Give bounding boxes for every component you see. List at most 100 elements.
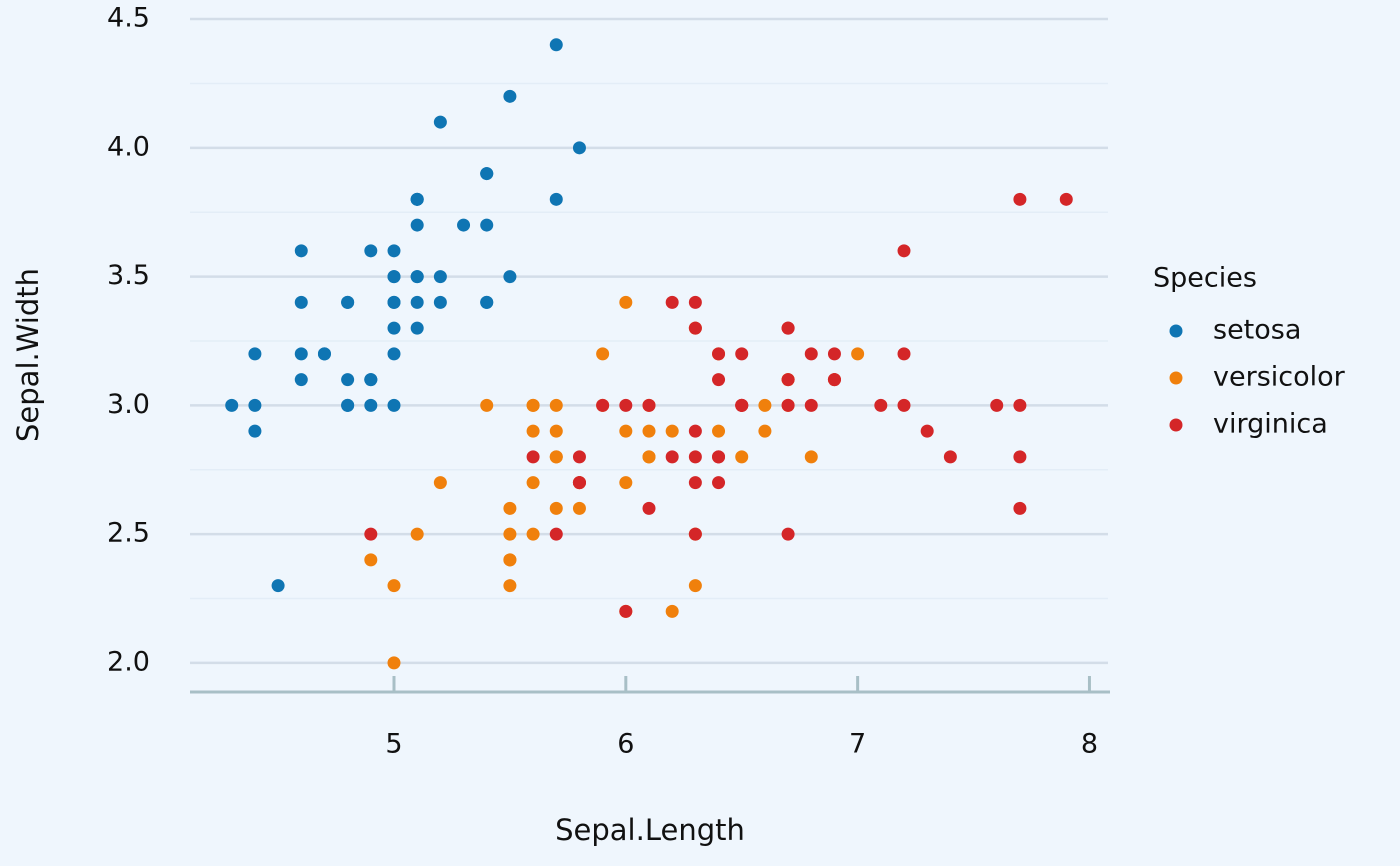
point [712,373,726,387]
y-axis-title: Sepal.Width [11,268,45,442]
legend-label: virginica [1213,409,1328,440]
point [410,295,424,309]
legend-marker [1169,324,1183,338]
point [526,450,540,464]
point [990,398,1004,412]
point [688,527,702,541]
point [294,373,308,387]
point [804,450,818,464]
point [503,501,517,515]
point [480,295,494,309]
point [457,218,471,232]
point [503,89,517,103]
point [503,270,517,284]
point [387,656,401,670]
point [1013,192,1027,206]
point [735,347,749,361]
point [1059,192,1073,206]
point [387,321,401,335]
point [294,347,308,361]
point [271,579,285,593]
point [758,424,772,438]
point [549,501,563,515]
point [804,347,818,361]
point [1013,450,1027,464]
x-tick-label: 5 [385,729,402,760]
point [619,604,633,618]
point [433,270,447,284]
point [897,398,911,412]
point [549,424,563,438]
legend-marker [1169,418,1183,432]
point [781,321,795,335]
point [387,270,401,284]
point [387,244,401,258]
y-tick-label: 3.5 [107,260,150,291]
point [387,398,401,412]
point [364,553,378,567]
legend-marker [1169,371,1183,385]
point [642,501,656,515]
point [827,347,841,361]
point [364,373,378,387]
x-tick-label: 8 [1081,729,1098,760]
point [364,527,378,541]
point [549,450,563,464]
point [619,476,633,490]
point [619,424,633,438]
point [433,476,447,490]
legend-title: Species [1153,263,1257,294]
point [781,373,795,387]
point [665,295,679,309]
point [364,244,378,258]
point [387,295,401,309]
point [248,398,262,412]
point [480,398,494,412]
point [735,450,749,464]
y-tick-label: 2.5 [107,518,150,549]
point [920,424,934,438]
point [572,450,586,464]
point [317,347,331,361]
point [480,218,494,232]
point [549,398,563,412]
point [874,398,888,412]
point [248,347,262,361]
point [341,373,355,387]
point [387,347,401,361]
point [387,579,401,593]
point [549,38,563,52]
point [526,398,540,412]
point [503,579,517,593]
point [549,192,563,206]
point [688,579,702,593]
point [433,295,447,309]
point [897,347,911,361]
point [712,476,726,490]
point [572,501,586,515]
point [712,347,726,361]
point [851,347,865,361]
point [526,527,540,541]
point [596,347,610,361]
point [804,398,818,412]
point [619,398,633,412]
point [665,604,679,618]
point [781,398,795,412]
y-tick-label: 4.0 [107,131,150,162]
point [503,553,517,567]
x-tick-label: 7 [849,729,866,760]
point [410,527,424,541]
point [433,115,447,129]
point [341,398,355,412]
point [781,527,795,541]
point [619,295,633,309]
point [225,398,239,412]
point [642,450,656,464]
point [480,167,494,181]
point [642,424,656,438]
point [503,527,517,541]
point [758,398,772,412]
point [1013,398,1027,412]
